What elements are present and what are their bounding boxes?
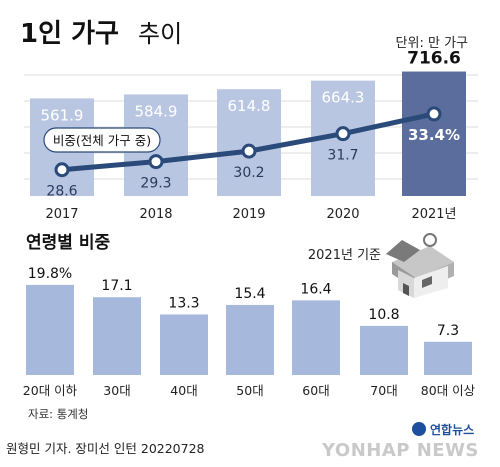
share-point <box>241 143 257 159</box>
age-bar-50대 <box>226 304 274 375</box>
bar-2021년 <box>402 71 466 196</box>
source-note: 자료: 통계청 <box>28 407 89 421</box>
title-bold: 1인 가구 <box>20 19 119 49</box>
x-tick-label: 2019 <box>232 207 265 222</box>
share-value-label: 29.3 <box>140 176 171 192</box>
age-bar-20대 이하 <box>26 284 74 375</box>
share-line: 28.6 29.3 30.2 31.7 33.4% <box>46 106 460 200</box>
age-value-label: 15.4 <box>234 286 265 302</box>
share-point <box>335 126 351 142</box>
share-point <box>148 154 164 170</box>
title-light: 추이 <box>138 20 182 48</box>
unit-label: 단위: 만 가구 <box>396 36 468 51</box>
age-value-label: 7.3 <box>437 323 459 339</box>
age-value-label: 13.3 <box>168 295 199 311</box>
age-x-tick-label: 30대 <box>103 383 130 398</box>
bar-value-label: 664.3 <box>322 89 365 107</box>
credit-line: 원형민 기자. 장미선 인턴 20220728 <box>6 441 205 456</box>
age-value-label: 19.8% <box>28 266 72 282</box>
bar-value-label: 716.6 <box>407 49 461 69</box>
age-bar-60대 <box>292 300 340 375</box>
x-tick-label: 2020 <box>326 207 359 222</box>
age-x-tick-label: 50대 <box>236 383 263 398</box>
age-bar-40대 <box>160 314 208 375</box>
age-value-label: 16.4 <box>300 281 331 297</box>
bar-value-label: 561.9 <box>41 106 84 124</box>
age-chart-annotation: 2021년 기준 <box>308 248 381 263</box>
age-bar-30대 <box>93 297 141 375</box>
age-x-tick-label: 20대 이하 <box>23 383 78 398</box>
share-legend-label: 비중(전체 가구 중) <box>53 133 151 148</box>
bar-2019 <box>217 89 281 196</box>
x-tick-label: 2017 <box>45 207 78 222</box>
age-bar-80대 이상 <box>424 341 472 375</box>
share-value-label: 30.2 <box>233 165 264 181</box>
bar-value-label: 584.9 <box>135 102 178 120</box>
share-value-label: 28.6 <box>46 184 77 200</box>
logo-korean: 연합뉴스 <box>430 422 474 437</box>
age-x-tick-label: 80대 이상 <box>421 383 476 398</box>
age-x-tick-label: 60대 <box>302 383 329 398</box>
logo-english: YONHAP NEWS <box>321 440 479 461</box>
age-x-labels: 20대 이하 30대 40대 50대 60대 70대 80대 이상 <box>23 383 476 398</box>
top-bars: 561.9 584.9 614.8 664.3 716.6 <box>30 49 466 196</box>
age-value-label: 17.1 <box>101 278 132 294</box>
share-legend: 비중(전체 가구 중) <box>43 127 161 153</box>
x-tick-label: 2018 <box>139 207 172 222</box>
share-point <box>426 106 442 122</box>
house-icon <box>386 233 454 298</box>
bar-value-label: 614.8 <box>228 97 271 115</box>
age-value-label: 10.8 <box>368 307 399 323</box>
yonhap-logo: 연합뉴스 YONHAP NEWS <box>321 422 479 461</box>
share-value-label: 33.4% <box>408 126 460 144</box>
age-x-tick-label: 70대 <box>370 383 397 398</box>
share-value-label: 31.7 <box>327 148 358 164</box>
top-x-labels: 2017 2018 2019 2020 2021년 <box>45 207 456 222</box>
x-tick-label: 2021년 <box>411 207 456 222</box>
age-chart-title: 연령별 비중 <box>26 232 110 253</box>
age-bars: 19.8% 17.1 13.3 15.4 16.4 10.8 7.3 <box>26 266 472 375</box>
age-x-tick-label: 40대 <box>170 383 197 398</box>
age-bar-70대 <box>360 325 408 375</box>
share-point <box>54 162 70 178</box>
